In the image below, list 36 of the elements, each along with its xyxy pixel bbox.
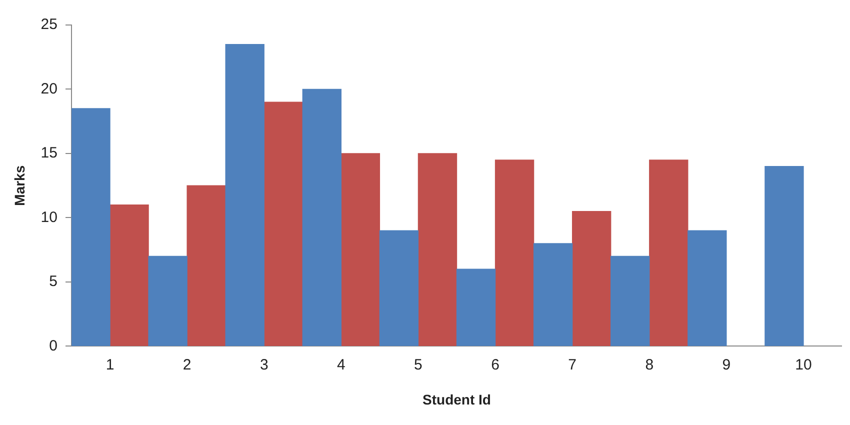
bar <box>688 230 727 346</box>
bar <box>764 166 804 346</box>
bar <box>340 153 380 346</box>
x-tick-label: 4 <box>336 356 346 374</box>
bar <box>110 204 149 346</box>
x-tick-label: 6 <box>491 356 500 374</box>
y-tick-label: 20 <box>40 80 58 98</box>
x-tick-label: 8 <box>645 356 654 374</box>
bar <box>649 160 688 346</box>
y-tick-label: 10 <box>40 208 58 226</box>
bar <box>148 256 188 346</box>
bar <box>225 44 264 346</box>
x-tick-label: 2 <box>182 356 192 374</box>
y-tick-label: 5 <box>49 273 58 290</box>
bar <box>572 210 612 346</box>
x-tick-label: 1 <box>106 356 114 374</box>
x-tick-label: 9 <box>722 356 731 374</box>
bar <box>533 243 573 346</box>
y-tick-label: 0 <box>49 337 58 354</box>
x-axis-title: Student Id <box>422 391 491 408</box>
bar <box>610 256 650 346</box>
bar <box>71 108 110 346</box>
bar <box>264 102 303 346</box>
bar <box>418 153 458 346</box>
x-tick-label: 10 <box>795 356 812 374</box>
x-tick-label: 3 <box>260 356 268 374</box>
bar <box>379 230 419 346</box>
bar <box>456 268 496 346</box>
bar <box>186 185 226 346</box>
x-tick-label: 5 <box>414 356 422 374</box>
y-tick-label: 25 <box>40 16 58 34</box>
x-tick-label: 7 <box>568 356 576 374</box>
bar <box>494 160 534 346</box>
y-tick-label: 15 <box>40 144 58 162</box>
bar <box>302 88 342 346</box>
y-axis-title: Marks <box>11 165 28 206</box>
